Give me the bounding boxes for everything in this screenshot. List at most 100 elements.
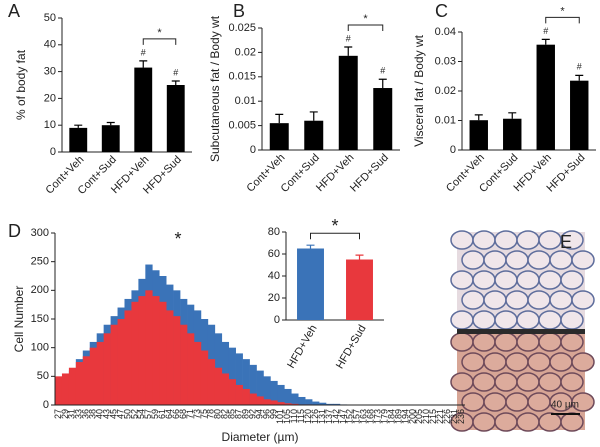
y-tick-label: 0.01 [435,114,456,126]
panel-letter: A [8,1,20,21]
bar [297,248,324,320]
x-tick-label: 194 [400,409,410,424]
x-tick-label: 231 [449,409,459,424]
cell [538,270,562,290]
histogram-bar [173,316,181,405]
x-tick-label: 27 [53,409,63,419]
x-tick-label: 142 [331,409,341,424]
x-tick-label: 78 [206,409,216,419]
x-tick-label: 75 [199,409,209,419]
x-tick-label: 47 [115,409,125,419]
error-bar [344,46,353,56]
y-tick-label: 0.04 [435,26,456,38]
cell [472,412,496,432]
y-tick-label: 0.02 [235,46,256,58]
y-tick-label: 50 [44,12,56,24]
histogram-bar [284,388,292,405]
histogram-bar [187,333,195,405]
x-tick-label: 87 [234,409,244,419]
x-tick-label: 101 [275,409,285,424]
cell [505,250,529,270]
significance-mark: # [543,26,548,36]
histogram-bar [270,380,278,405]
cell [549,352,573,372]
x-tick-label: 105 [282,409,292,424]
x-tick-label: 73 [192,409,202,419]
histogram-bar [291,393,299,405]
x-tick-label: 85 [227,409,237,419]
error-bar [74,124,83,128]
y-axis-label: Cell Number [12,286,26,353]
y-tick-label: 40 [268,270,280,282]
histogram-bar [312,401,320,405]
y-tick-label: 0 [50,146,56,158]
cell [560,372,584,392]
cell [494,270,518,290]
y-tick-label: 100 [31,342,49,354]
histogram-bar [277,402,285,405]
error-bar [575,74,584,81]
cell [483,290,507,310]
histogram-bar [326,403,334,405]
histogram-bar [138,296,146,405]
cell [494,310,518,330]
y-tick-label: 0.01 [235,95,256,107]
x-tick-label: 57 [143,409,153,419]
cell [483,352,507,372]
bar [536,44,555,151]
histogram-bar [256,370,264,405]
y-tick-label: 50 [37,370,49,382]
x-tick-label: 137 [324,409,334,424]
y-tick-label: 0.025 [228,22,256,34]
scale-label: 40 µm [551,400,579,411]
significance-mark: * [363,13,368,25]
histogram-bar [61,373,70,405]
histogram-bar [332,403,341,405]
y-tick-label: 80 [268,226,280,238]
cell [527,250,551,270]
cell [516,412,540,432]
cell [538,372,562,392]
x-tick-label: 43 [101,409,111,419]
error-bar [171,80,180,85]
x-tick-label: 64 [164,409,174,419]
cell [527,352,551,372]
significance-bracket [545,16,580,24]
histogram-bar [256,396,264,405]
error-bar [275,113,284,124]
cell [505,352,529,372]
x-tick-label: 147 [338,409,348,424]
cell [560,270,584,290]
x-tick-label: HFD+Veh [285,323,319,371]
histogram-bar [200,350,209,405]
histogram-bar [96,341,104,405]
x-tick-label: 33 [74,409,84,419]
error-bar [508,112,517,119]
x-tick-label: 126 [310,409,320,424]
cell [472,332,496,352]
x-tick-label: 89 [240,409,250,419]
cell [516,270,540,290]
x-tick-label: 184 [386,409,396,424]
bar [346,259,373,320]
x-tick-label: 54 [136,409,146,419]
y-tick-label: 10 [44,119,56,131]
y-tick-label: 20 [268,292,280,304]
x-tick-label: 215 [428,409,438,424]
y-tick-label: 200 [31,284,49,296]
significance-mark: * [331,216,338,236]
x-tick-label: 92 [247,409,257,419]
x-tick-label: 200 [407,409,417,424]
x-tick-label: 120 [303,409,313,424]
x-tick-label: HFD+Sud [348,152,391,195]
x-tick-label: 82 [220,409,230,419]
cell [472,372,496,392]
x-tick-label: 173 [373,409,383,424]
bar [101,125,120,152]
cell [450,270,474,290]
error-bar [309,111,318,121]
significance-bracket [310,232,360,240]
cell [505,290,529,310]
cell [560,332,584,352]
error-bar [106,121,115,126]
